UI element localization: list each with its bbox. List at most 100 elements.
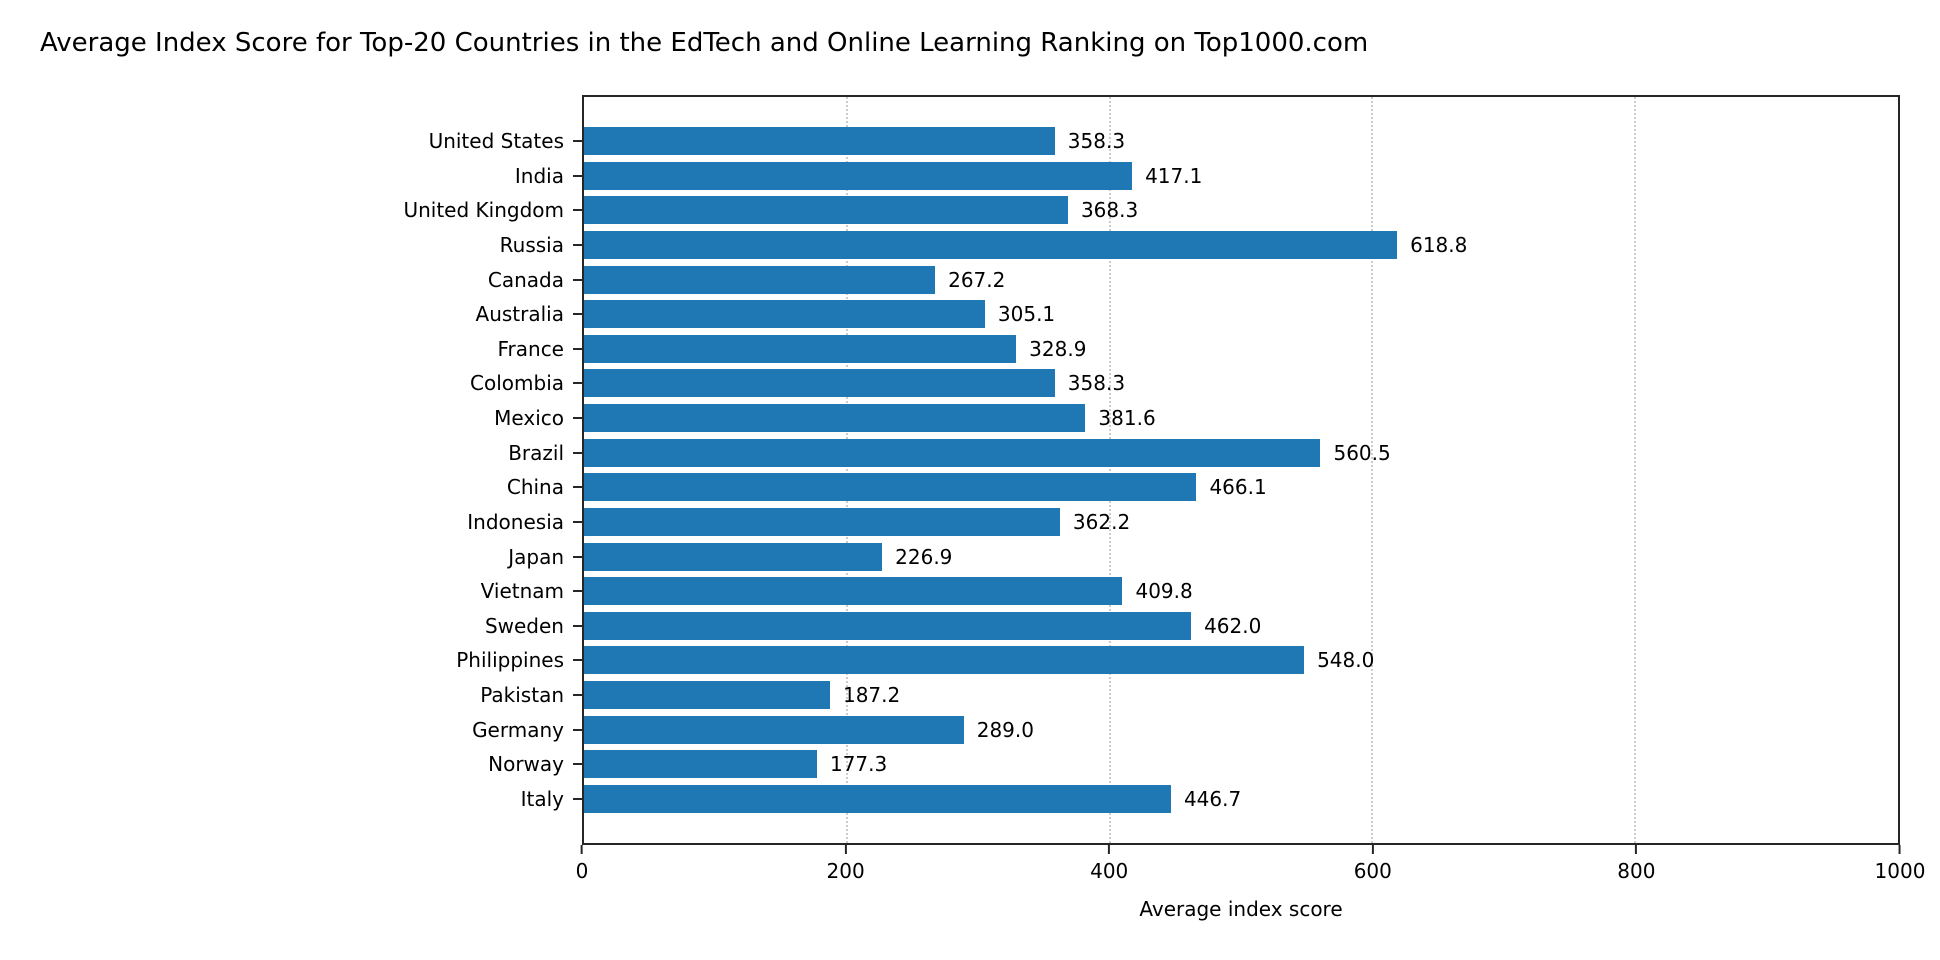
x-tick-mark [1899, 845, 1901, 854]
x-tick-label: 1000 [1874, 859, 1926, 883]
value-label: 226.9 [895, 544, 953, 569]
value-label: 548.0 [1317, 648, 1375, 673]
x-tick-label: 0 [575, 859, 589, 883]
bar [584, 404, 1086, 432]
value-label: 362.2 [1072, 509, 1131, 534]
value-label: 358.3 [1067, 129, 1126, 153]
x-axis-label: Average index score [1139, 897, 1343, 921]
bar-row: Australia 305.1 [476, 300, 1898, 329]
y-tick-mark [573, 174, 582, 177]
bar-row: China 466.1 [507, 473, 1898, 502]
value-label: 417.1 [1145, 163, 1203, 188]
bar [584, 784, 1171, 813]
x-tick: 0 [575, 845, 589, 883]
bar [584, 681, 830, 709]
bar [584, 646, 1305, 675]
category-label: France [497, 336, 564, 361]
y-tick-mark [573, 313, 582, 316]
bars-container: United States 358.3 India 417.1 United Kingd… [403, 97, 1898, 843]
value-label: 409.8 [1135, 579, 1193, 604]
chart-title: Average Index Score for Top-20 Countries… [40, 28, 1369, 58]
value-label: 368.3 [1080, 198, 1139, 223]
y-tick-mark [573, 451, 582, 454]
category-label: Colombia [470, 371, 564, 396]
category-label: Russia [499, 232, 564, 257]
category-label: Indonesia [467, 509, 564, 534]
value-label: 187.2 [842, 683, 901, 707]
x-tick-mark [1371, 845, 1374, 854]
bar [584, 750, 817, 779]
x-tick-label: 600 [1353, 859, 1392, 883]
y-tick-mark [573, 140, 582, 142]
x-tick-label: 800 [1617, 859, 1656, 883]
x-tick-label: 400 [1090, 859, 1129, 883]
x-tick-mark [844, 845, 847, 854]
category-label: Canada [487, 267, 564, 292]
x-tick-label: 200 [826, 859, 865, 883]
category-label: China [506, 475, 564, 500]
category-label: Brazil [508, 440, 564, 465]
bar [584, 438, 1321, 467]
x-tick: 200 [827, 845, 865, 883]
y-tick-mark [573, 486, 582, 489]
bar-row: United States 358.3 [429, 127, 1898, 155]
y-tick-mark [573, 347, 582, 350]
value-label: 358.3 [1067, 371, 1126, 396]
x-tick-mark [580, 845, 583, 854]
bar-row: Indonesia 362.2 [467, 507, 1898, 536]
gridline [1108, 97, 1111, 843]
category-label: Vietnam [480, 579, 564, 604]
y-tick-mark [573, 520, 582, 523]
category-label: United States [428, 129, 564, 153]
category-label: Japan [508, 544, 564, 569]
value-label: 618.8 [1410, 232, 1468, 257]
x-axis: 0 200 400 600 800 1000 Average index score [576, 845, 1925, 945]
y-tick-mark [573, 694, 582, 696]
bar-row: Philippines 548.0 [456, 646, 1898, 675]
value-label: 305.1 [997, 302, 1056, 327]
bar-row: Brazil 560.5 [508, 438, 1898, 467]
bar-row: Japan 226.9 [508, 542, 1898, 571]
y-tick-mark [573, 209, 582, 212]
bar-row: United Kingdom 368.3 [403, 196, 1898, 225]
category-label: India [514, 163, 564, 188]
bar [584, 542, 883, 571]
bar [584, 230, 1398, 259]
bar-row: France 328.9 [497, 334, 1898, 363]
y-tick-mark [573, 278, 582, 281]
category-label: Germany [472, 717, 564, 742]
y-tick-mark [573, 555, 582, 558]
bar [584, 196, 1068, 225]
bar [584, 161, 1133, 190]
bar [584, 334, 1017, 363]
bar-row: Russia 618.8 [500, 230, 1898, 259]
category-label: United Kingdom [403, 198, 564, 223]
category-label: Italy [520, 786, 564, 811]
y-tick-mark [573, 417, 582, 419]
x-tick: 1000 [1874, 845, 1926, 883]
y-tick-mark [573, 763, 582, 766]
value-label: 177.3 [829, 752, 888, 777]
gridline [1634, 97, 1637, 843]
bar-row: Norway 177.3 [488, 750, 1898, 779]
bar [584, 369, 1055, 398]
category-label: Norway [488, 752, 564, 777]
bar [584, 265, 936, 294]
bar-row: Mexico 381.6 [494, 404, 1898, 432]
y-tick-mark [573, 624, 582, 627]
bar [584, 611, 1192, 640]
x-tick: 400 [1090, 845, 1128, 883]
x-tick: 800 [1617, 845, 1655, 883]
bar [584, 127, 1055, 155]
value-label: 466.1 [1209, 475, 1267, 500]
category-label: Australia [475, 302, 564, 327]
bar-row: Colombia 358.3 [470, 369, 1898, 398]
y-tick-mark [573, 590, 582, 593]
x-tick-mark [1635, 845, 1638, 854]
bar [584, 300, 985, 329]
y-tick-mark [573, 382, 582, 385]
bar-row: India 417.1 [515, 161, 1898, 190]
bar-row: Italy 446.7 [521, 784, 1898, 813]
value-label: 446.7 [1183, 786, 1242, 811]
gridline [1371, 97, 1374, 843]
